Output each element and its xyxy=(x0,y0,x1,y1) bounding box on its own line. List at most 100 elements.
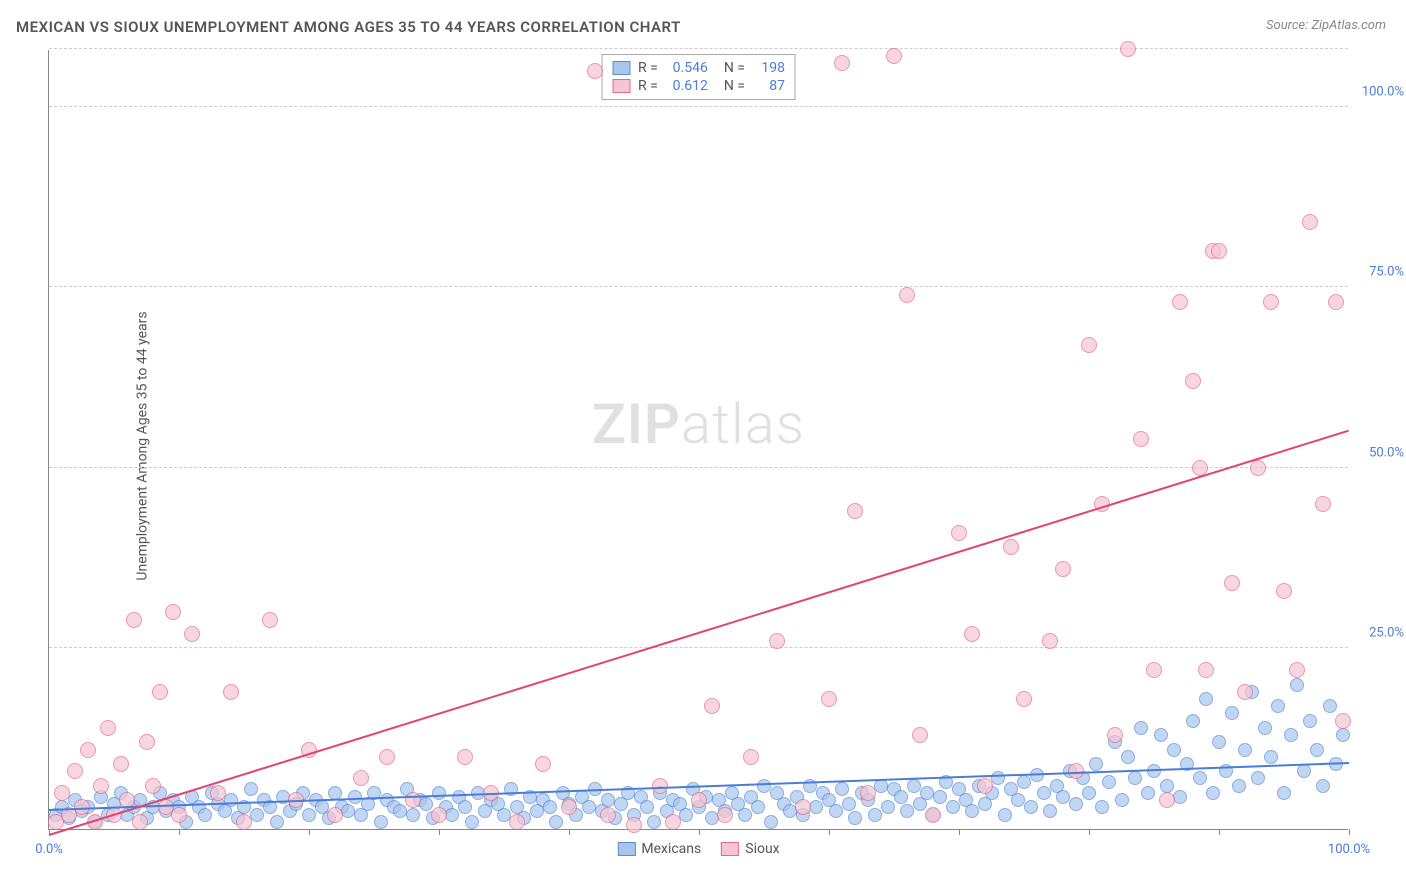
x-tick-mark xyxy=(179,829,180,835)
data-point xyxy=(223,684,239,700)
data-point xyxy=(1081,337,1097,353)
data-point xyxy=(405,792,421,808)
stat-r-label: R = xyxy=(638,60,658,76)
source-label: Source: xyxy=(1266,18,1308,33)
data-point xyxy=(899,287,915,303)
data-point xyxy=(224,793,238,807)
data-point xyxy=(445,808,459,822)
stat-n-value: 198 xyxy=(751,60,785,76)
data-point xyxy=(886,48,902,64)
data-point xyxy=(860,785,876,801)
data-point xyxy=(549,815,563,829)
data-point xyxy=(1017,775,1031,789)
data-point xyxy=(1024,800,1038,814)
data-point xyxy=(198,808,212,822)
data-point xyxy=(946,800,960,814)
legend-swatch xyxy=(721,842,739,856)
data-point xyxy=(951,525,967,541)
legend-item: Sioux xyxy=(721,841,779,857)
data-point xyxy=(738,808,752,822)
data-point xyxy=(1121,750,1135,764)
data-point xyxy=(1159,792,1175,808)
legend-swatch xyxy=(617,842,635,856)
correlation-stats-box: R =0.546N =198R =0.612N =87 xyxy=(601,54,796,100)
data-point xyxy=(1224,575,1240,591)
data-point xyxy=(842,797,856,811)
data-point xyxy=(1302,214,1318,230)
stat-r-value: 0.612 xyxy=(664,78,708,94)
data-point xyxy=(54,785,70,801)
data-point xyxy=(1284,728,1298,742)
data-point xyxy=(457,749,473,765)
data-point xyxy=(184,626,200,642)
data-point xyxy=(1323,699,1337,713)
data-point xyxy=(353,770,369,786)
data-point xyxy=(920,786,934,800)
data-point xyxy=(244,782,258,796)
data-point xyxy=(1115,793,1129,807)
source-link[interactable]: ZipAtlas.com xyxy=(1311,18,1386,33)
source-attribution: Source: ZipAtlas.com xyxy=(1266,18,1386,33)
x-tick-mark xyxy=(1349,829,1350,835)
data-point xyxy=(795,799,811,815)
data-point xyxy=(1237,684,1253,700)
gridline xyxy=(49,48,1348,49)
legend-label: Mexicans xyxy=(641,841,701,857)
data-point xyxy=(925,807,941,823)
data-point xyxy=(1271,699,1285,713)
x-tick-mark xyxy=(309,829,310,835)
data-point xyxy=(1212,735,1226,749)
data-point xyxy=(67,763,83,779)
data-point xyxy=(829,804,843,818)
data-point xyxy=(582,800,596,814)
data-point xyxy=(1102,775,1116,789)
data-point xyxy=(1172,294,1188,310)
data-point xyxy=(691,792,707,808)
x-tick-mark xyxy=(829,829,830,835)
stat-n-label: N = xyxy=(724,60,745,76)
data-point xyxy=(1185,373,1201,389)
data-point xyxy=(210,785,226,801)
data-point xyxy=(165,604,181,620)
stat-n-value: 87 xyxy=(751,78,785,94)
data-point xyxy=(1315,496,1331,512)
data-point xyxy=(751,800,765,814)
data-point xyxy=(348,790,362,804)
data-point xyxy=(1186,714,1200,728)
data-point xyxy=(652,778,668,794)
data-point xyxy=(236,814,252,830)
data-point xyxy=(327,807,343,823)
data-point xyxy=(1160,779,1174,793)
data-point xyxy=(100,720,116,736)
data-point xyxy=(1303,714,1317,728)
data-point xyxy=(881,800,895,814)
x-tick-mark xyxy=(959,829,960,835)
data-point xyxy=(679,808,693,822)
data-point xyxy=(1037,786,1051,800)
data-point xyxy=(1134,721,1148,735)
y-tick-label: 25.0% xyxy=(1354,626,1404,641)
data-point xyxy=(270,815,284,829)
data-point xyxy=(1003,539,1019,555)
data-point xyxy=(1225,706,1239,720)
data-point xyxy=(717,807,733,823)
data-point xyxy=(431,807,447,823)
data-point xyxy=(1167,743,1181,757)
data-point xyxy=(561,799,577,815)
data-point xyxy=(1232,779,1246,793)
data-point xyxy=(1264,750,1278,764)
x-tick-mark xyxy=(439,829,440,835)
data-point xyxy=(1069,797,1083,811)
stat-r-value: 0.546 xyxy=(664,60,708,76)
data-point xyxy=(1336,728,1350,742)
data-point xyxy=(640,800,654,814)
data-point xyxy=(1128,771,1142,785)
data-point xyxy=(302,808,316,822)
data-point xyxy=(626,817,642,833)
gridline xyxy=(49,647,1348,648)
x-tick-label: 100.0% xyxy=(1328,842,1370,857)
data-point xyxy=(1250,460,1266,476)
x-tick-mark xyxy=(1219,829,1220,835)
data-point xyxy=(1095,800,1109,814)
data-point xyxy=(1042,633,1058,649)
